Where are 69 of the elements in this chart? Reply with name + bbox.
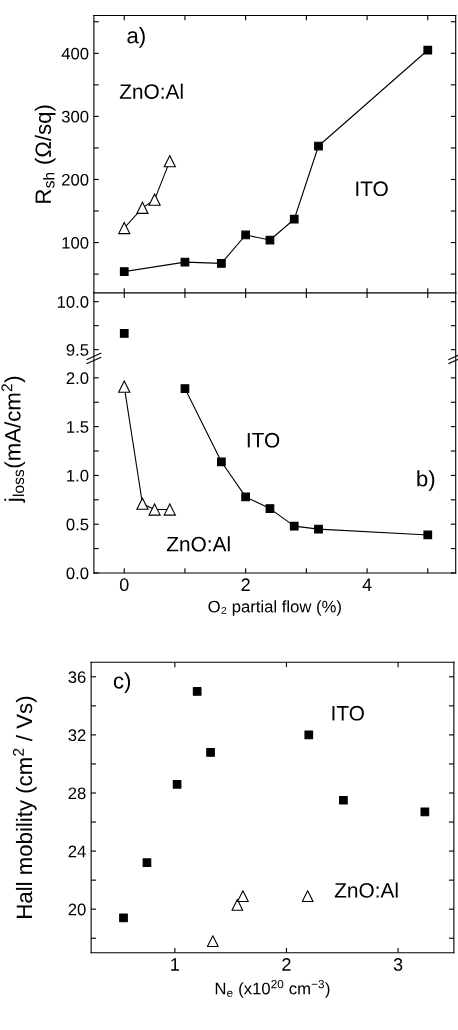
point — [119, 913, 128, 923]
y-tick-label: 24 — [68, 845, 86, 858]
y-tick-label: 200 — [62, 173, 89, 186]
y-axis-title: R$_{sh}$ (Ω/sq) — [34, 105, 56, 203]
y-axis-title: Hall mobility (cm$^{2}$ / Vs) — [12, 696, 37, 918]
point — [241, 230, 251, 240]
point — [163, 503, 176, 516]
point — [301, 890, 314, 903]
text: ZnO:Al — [119, 83, 183, 99]
point — [217, 457, 226, 467]
x-tick-label: 2 — [241, 578, 250, 591]
y-tick-label: 10.0 — [57, 296, 89, 308]
y-tick-label: 1.0 — [67, 469, 89, 482]
point — [119, 267, 129, 276]
point — [206, 935, 219, 948]
y-tick-label: 28 — [68, 787, 86, 800]
point — [172, 779, 182, 789]
point — [217, 259, 226, 268]
point — [314, 524, 323, 534]
point — [118, 380, 131, 393]
x-tick-label: 3 — [393, 958, 403, 971]
point — [148, 193, 161, 206]
y-tick-label: 2.0 — [66, 372, 89, 385]
point — [289, 214, 299, 224]
y-tick-label: 400 — [61, 47, 89, 60]
series-label: ITO — [332, 705, 364, 721]
point — [289, 521, 299, 531]
point — [136, 201, 149, 214]
point — [192, 686, 202, 696]
series-label: ZnO:Al — [334, 882, 398, 898]
point — [420, 807, 430, 817]
x-axis-title: N$_{e}$ (x10$^{20}$ cm$^{−3}$) — [215, 980, 330, 998]
series-label: ZnO:Al — [166, 536, 230, 552]
y-tick-label: 36 — [68, 671, 86, 684]
point — [231, 898, 244, 911]
point — [180, 384, 190, 393]
point — [142, 858, 152, 868]
x-tick-label: 2 — [282, 958, 291, 971]
y-tick-label: 0.5 — [66, 518, 89, 531]
x-tick-label: 0 — [119, 578, 129, 592]
x-axis-title: O₂ partial flow (%) — [208, 600, 341, 616]
point — [314, 141, 323, 151]
y-tick-label: 1.5 — [67, 421, 89, 433]
y-axis-title: j$_{loss}$(mA/cm$^{2}$) — [1, 376, 26, 503]
text: ITO — [356, 181, 388, 197]
point — [118, 221, 131, 235]
y-tick-label: 20 — [68, 903, 86, 916]
point — [265, 504, 275, 513]
y-tick-label: 100 — [62, 236, 89, 249]
point — [339, 795, 348, 805]
y-tick-label: 9.5 — [66, 344, 89, 356]
point — [236, 890, 249, 903]
y-tick-label: 0.0 — [66, 567, 89, 580]
y-tick-label: 300 — [61, 110, 89, 123]
point — [206, 747, 215, 757]
point — [423, 45, 433, 55]
point — [136, 497, 149, 510]
y-tick-label: 32 — [68, 729, 86, 742]
annotation: a) — [127, 27, 145, 48]
annotation: b) — [417, 470, 435, 491]
x-tick-label: 4 — [362, 578, 372, 591]
point — [241, 492, 251, 502]
series-label: ITO — [247, 432, 280, 448]
point — [163, 155, 176, 168]
x-tick-label: 1 — [171, 958, 179, 971]
point — [148, 503, 161, 516]
point — [423, 530, 433, 540]
point — [304, 730, 314, 740]
annotation: c) — [113, 672, 131, 694]
